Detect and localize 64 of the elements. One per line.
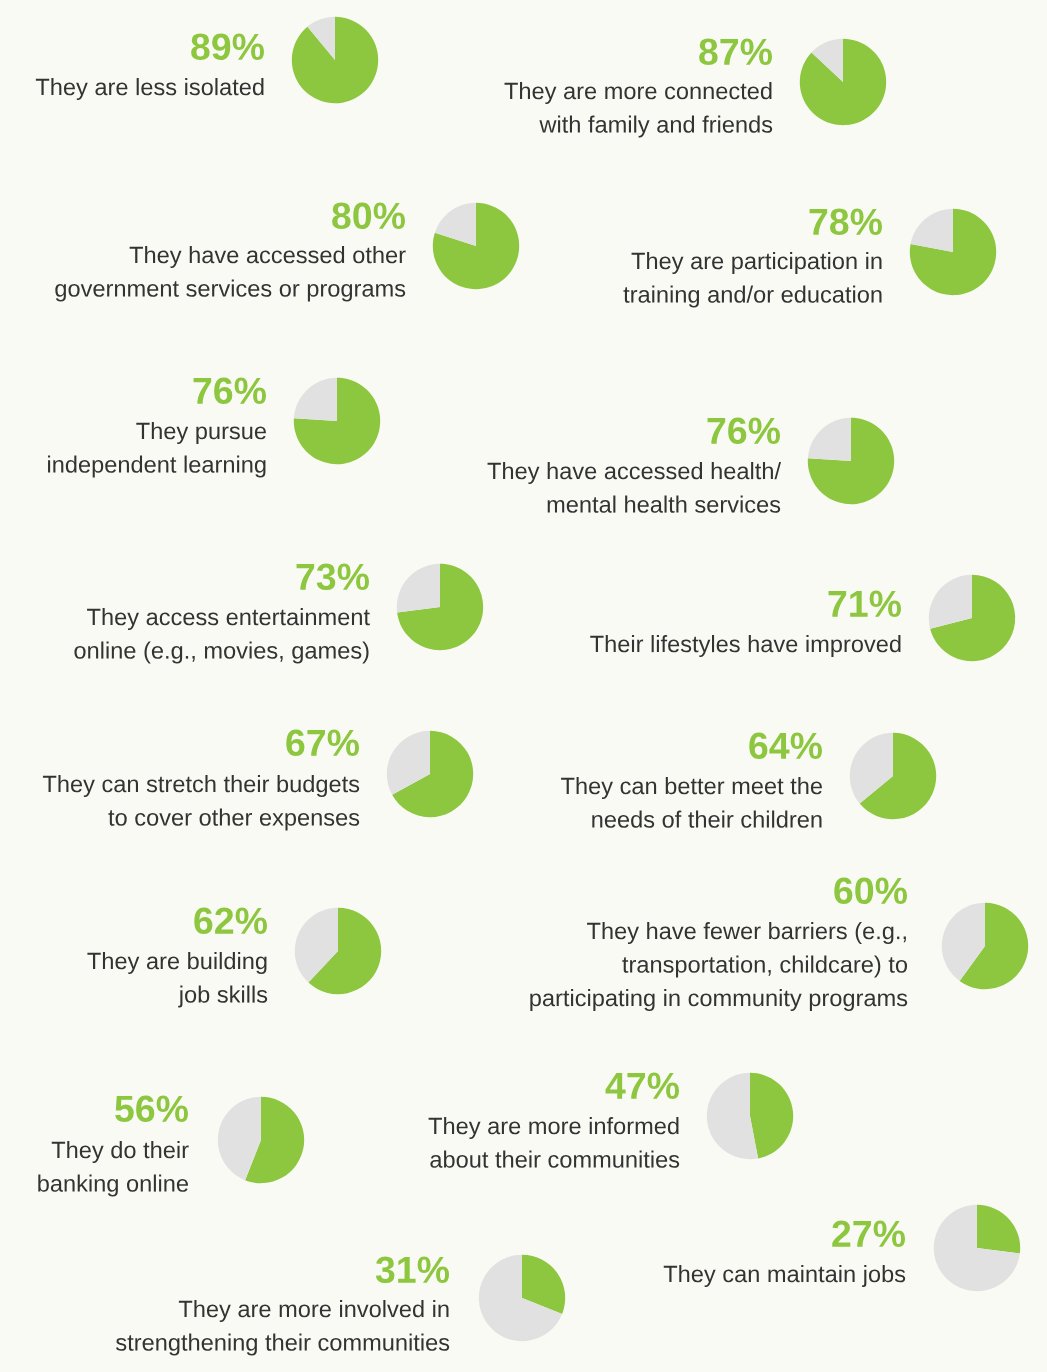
pie-slice — [706, 1072, 759, 1160]
text: They are participation in training and/or education — [623, 251, 882, 308]
chart-title: 62% — [194, 907, 268, 935]
pie-slice — [245, 1096, 305, 1184]
text: They are more connected with family and friends — [504, 82, 773, 138]
pie-slice — [434, 202, 476, 246]
chart-title: 60% — [834, 877, 908, 905]
chart-title: 47% — [605, 1072, 680, 1099]
pie-slice — [308, 907, 382, 995]
pie-slice — [807, 417, 895, 505]
pie-slice — [396, 563, 440, 613]
pie-slice — [910, 208, 953, 252]
text: They are more involved in strengthening their communities — [116, 1299, 450, 1356]
pie-slice — [522, 1254, 566, 1314]
pie-slice — [294, 907, 338, 983]
chart-title: 87% — [699, 38, 773, 66]
pie-slice — [807, 417, 851, 461]
chart-title: 78% — [809, 208, 883, 236]
pie-slice — [386, 730, 430, 795]
text: They can stretch their budgets to cover other expenses — [42, 774, 360, 831]
chart-title: 89% — [191, 33, 265, 61]
text: They are more informed about their communities — [428, 1116, 680, 1168]
pie-slice — [849, 732, 893, 804]
pie-slice — [909, 208, 997, 296]
text: They can better meet the needs of their children — [561, 776, 822, 828]
pie-slice — [930, 574, 1016, 662]
pie-slice — [750, 1072, 794, 1159]
chart-title: 76% — [707, 417, 781, 445]
text: They pursue independent learning — [48, 421, 266, 478]
pie-slice — [859, 732, 937, 820]
chart-title: 64% — [749, 732, 823, 760]
pie-slice — [933, 1204, 1020, 1292]
pie-slice — [959, 902, 1029, 990]
pie-slice — [397, 563, 484, 651]
text: They can maintain jobs — [663, 1264, 906, 1288]
pie-slice — [432, 202, 520, 290]
chart-title: 80% — [332, 202, 406, 230]
pie-slice — [392, 730, 474, 818]
chart-title: 71% — [828, 590, 902, 617]
chart-title: 73% — [296, 563, 370, 591]
text: They do their banking online — [38, 1140, 189, 1197]
text: They access entertainment online (e.g., movies, games) — [74, 607, 370, 664]
pie-slice — [293, 377, 337, 421]
text: They have accessed health/ mental health services — [487, 461, 782, 513]
text: They have accessed other government services or programs — [55, 246, 406, 302]
text: They are building job skills — [87, 951, 268, 1008]
text: They have fewer barriers (e.g., transportation, childcare) to participating in community programs — [530, 921, 908, 1012]
pie-slice — [941, 902, 985, 981]
pie-slice — [977, 1204, 1021, 1254]
pie-slice — [307, 16, 335, 60]
text: Their lifestyles have improved — [590, 634, 901, 657]
pie-slice — [293, 377, 381, 465]
pie-slice — [928, 574, 972, 629]
chart-title: 27% — [832, 1220, 906, 1247]
chart-title: 76% — [193, 377, 267, 405]
chart-title: 31% — [375, 1256, 450, 1284]
chart-title: 56% — [115, 1095, 189, 1123]
pie-slice — [291, 16, 379, 104]
pie-slice — [811, 38, 843, 82]
pie-slice — [478, 1254, 563, 1342]
text: They are less isolated — [35, 78, 264, 101]
chart-title: 67% — [286, 729, 360, 757]
pie-slice — [217, 1096, 261, 1181]
pie-slice — [799, 38, 887, 126]
